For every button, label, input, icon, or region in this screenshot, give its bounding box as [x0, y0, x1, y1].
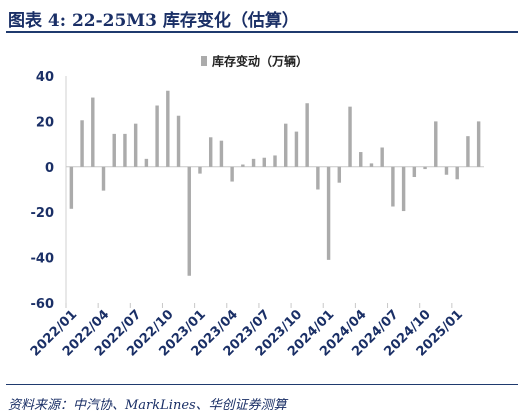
y-tick-label: 20 [36, 115, 54, 130]
bar [133, 123, 138, 167]
bar [434, 121, 438, 167]
bar [337, 166, 342, 183]
bar [423, 166, 427, 170]
bar [466, 136, 470, 167]
bar [208, 137, 213, 167]
bar [101, 166, 106, 191]
bar [187, 166, 191, 276]
bar [348, 106, 352, 167]
bars [69, 90, 481, 276]
bar [326, 166, 331, 260]
bar [176, 115, 181, 167]
bar [69, 166, 74, 209]
y-tick-label: 0 [45, 161, 54, 176]
y-tick-label: -20 [31, 206, 55, 221]
bar [166, 90, 170, 167]
source-note: 资料来源：中汽协、MarkLines、华创证券测算 [8, 398, 287, 413]
bar [412, 166, 417, 178]
legend: 库存变动（万辆） [201, 54, 308, 69]
bar [359, 152, 363, 167]
x-axis-ticks [65, 303, 453, 308]
bar [401, 166, 406, 212]
bar [123, 133, 127, 167]
bar [273, 155, 277, 167]
bar [219, 140, 224, 167]
bar [294, 131, 299, 167]
bar [455, 166, 459, 180]
legend-swatch [201, 56, 207, 66]
bar [391, 166, 395, 207]
bar [91, 97, 95, 167]
legend-label: 库存变动（万辆） [212, 54, 308, 69]
bar [155, 105, 159, 167]
bar [316, 166, 320, 190]
bar [380, 147, 384, 167]
bar [476, 121, 481, 167]
bar [144, 158, 149, 167]
bar [112, 133, 116, 167]
y-tick-label: -60 [31, 297, 55, 312]
y-tick-label: 40 [36, 70, 54, 85]
bar [262, 157, 266, 167]
bar [284, 123, 288, 167]
bar [230, 166, 234, 182]
y-tick-label: -40 [31, 252, 55, 267]
bar [369, 163, 374, 167]
figure-title: 图表 4: 22-25M3 库存变化（估算） [8, 11, 299, 31]
title-divider [6, 31, 518, 33]
bar [198, 166, 202, 174]
bar [241, 164, 245, 167]
bar [251, 158, 256, 167]
y-axis: 40 20 0 -20 -40 -60 [31, 70, 67, 312]
bar [80, 120, 84, 167]
bar [444, 166, 449, 175]
x-axis-labels: 2022/012022/042022/072022/102023/012023/… [28, 307, 466, 359]
bar-chart: 库存变动（万辆） 40 20 0 -20 -40 -60 2022/012022/0420… [28, 54, 484, 360]
bar [305, 103, 309, 167]
source-divider [6, 384, 518, 385]
